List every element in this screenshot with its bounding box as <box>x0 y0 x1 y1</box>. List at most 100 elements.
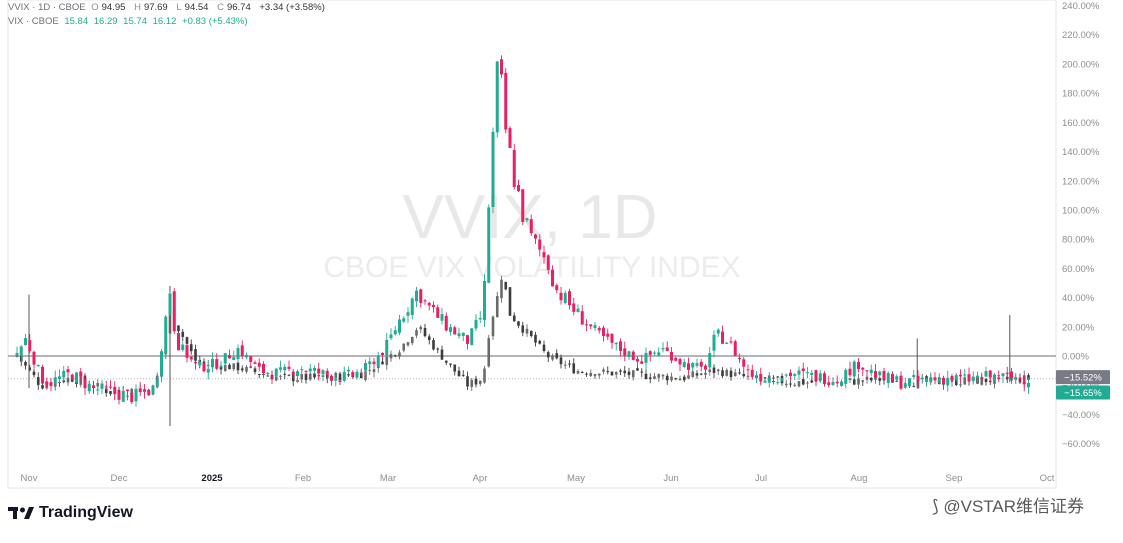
vvix-candle <box>211 358 214 368</box>
vvix-candle <box>835 382 839 384</box>
vix-candle <box>589 372 593 377</box>
vvix-candle <box>546 255 550 270</box>
y-tick-label: 160.00% <box>1062 118 1100 129</box>
legend-vvix-h: H 97.69 <box>134 2 168 13</box>
vvix-candle <box>597 327 601 331</box>
vvix-candle <box>172 291 176 332</box>
price-tags: −15.52% −15.65% <box>1056 370 1110 400</box>
vix-candle <box>432 340 435 350</box>
vvix-candle <box>538 239 542 250</box>
vvix-candle <box>385 339 389 356</box>
vvix-candle <box>818 373 822 380</box>
vvix-candle <box>602 327 605 337</box>
vvix-candle <box>117 391 121 400</box>
vix-candle <box>508 287 512 316</box>
vix-candle <box>869 377 873 381</box>
vvix-candle <box>963 374 967 376</box>
vix-candle <box>304 373 308 380</box>
vvix-candle <box>198 361 202 366</box>
vvix-candle <box>58 376 61 380</box>
vix-candle <box>678 378 682 381</box>
vix-candle <box>347 374 350 376</box>
x-tick-label: Oct <box>1040 473 1055 484</box>
plot-area[interactable] <box>7 0 1057 489</box>
y-tick-label: 20.00% <box>1062 322 1095 333</box>
vvix-candle <box>223 353 227 364</box>
vix-candle <box>559 357 563 365</box>
vix-candle <box>597 373 601 376</box>
vvix-candle <box>96 389 100 391</box>
vix-candle <box>364 371 367 380</box>
vix-candle <box>542 344 546 352</box>
vvix-candle <box>440 314 444 321</box>
vix-candle <box>500 279 503 299</box>
vix-candle <box>674 378 678 380</box>
vvix-candle <box>993 374 996 379</box>
vvix-candle <box>36 365 40 367</box>
vvix-candle <box>147 390 151 396</box>
tradingview-brand[interactable]: TradingView <box>8 504 133 522</box>
vvix-candle <box>699 361 703 367</box>
y-tick-label: −60.00% <box>1062 439 1100 450</box>
vvix-candle <box>338 380 342 382</box>
vvix-candle <box>525 218 529 221</box>
y-tick-label: 40.00% <box>1062 293 1095 304</box>
vvix-candle <box>164 316 168 354</box>
vvix-candle <box>483 280 486 321</box>
vvix-candle <box>572 303 576 312</box>
vvix-candle <box>1001 373 1005 377</box>
x-tick-label: Sep <box>946 473 963 484</box>
vvix-series <box>15 55 1030 407</box>
vvix-candle <box>270 375 274 379</box>
y-tick-label: 0.00% <box>1062 352 1089 363</box>
vvix-candle <box>202 363 206 372</box>
vvix-candle <box>776 382 780 384</box>
vvix-candle <box>861 367 865 370</box>
watermark-description: CBOE VIX VOLATILITY INDEX <box>323 251 740 284</box>
vix-candle <box>687 375 690 379</box>
vix-candle <box>491 316 495 337</box>
vix-candle <box>627 371 631 376</box>
y-tick-label: 100.00% <box>1062 205 1100 216</box>
vix-candle <box>393 355 397 357</box>
vix-candle <box>240 368 244 371</box>
vvix-candle <box>648 351 652 355</box>
vvix-candle <box>806 372 809 374</box>
vix-candle <box>453 364 457 372</box>
legend-vix[interactable]: VIX · CBOE 15.84 16.29 15.74 16.12 +0.83… <box>8 16 251 28</box>
vix-candle <box>474 378 478 385</box>
vvix-candle <box>729 341 733 343</box>
social-handle-text: @VSTAR维信证券 <box>943 497 1085 516</box>
vvix-candle <box>402 318 406 322</box>
vix-candle <box>708 369 712 372</box>
vix-candle <box>398 352 401 357</box>
x-tick-label: 2025 <box>201 473 223 484</box>
vvix-candle <box>389 334 393 339</box>
vix-candle <box>104 388 108 394</box>
legend-vvix-c: C 96.74 <box>217 2 251 13</box>
vix-candle <box>415 330 418 336</box>
vvix-candle <box>359 372 363 374</box>
vvix-candle <box>959 374 962 377</box>
vix-candle <box>126 395 129 397</box>
vix-candle <box>406 342 410 346</box>
vvix-candle <box>189 356 193 360</box>
vix-candle <box>695 373 699 376</box>
vix-candle <box>546 352 550 358</box>
vvix-candle <box>75 372 78 382</box>
vvix-candle <box>32 351 36 365</box>
vvix-candle <box>368 361 372 365</box>
x-tick-label: Feb <box>295 473 311 484</box>
vix-candle <box>682 376 686 381</box>
vix-candle <box>665 375 669 381</box>
vix-candle <box>381 361 384 365</box>
vix-candle <box>640 371 644 373</box>
vix-candle <box>389 354 393 359</box>
vvix-candle <box>742 359 746 367</box>
vvix-candle <box>674 357 678 361</box>
vvix-candle <box>665 347 669 351</box>
vvix-candle <box>232 357 236 361</box>
